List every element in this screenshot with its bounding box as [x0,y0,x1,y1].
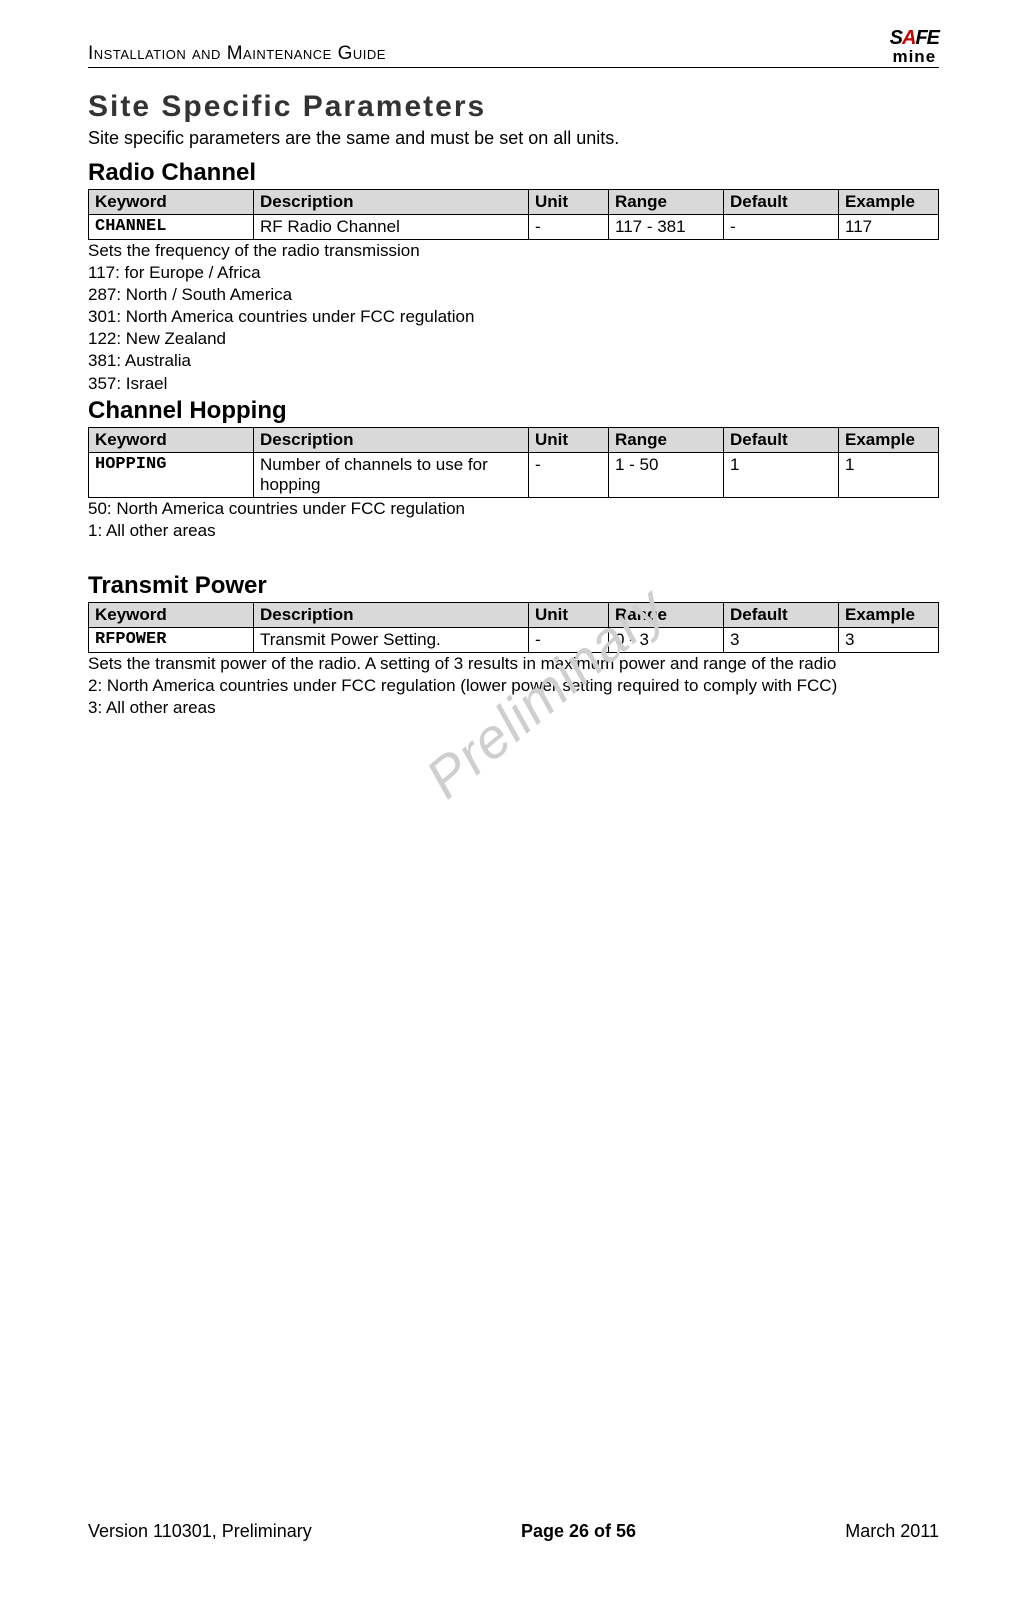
parameter-table: Keyword Description Unit Range Default E… [88,427,939,498]
note-line: 117: for Europe / Africa [88,262,939,284]
col-header: Unit [529,190,609,215]
logo-text-accent: A [902,27,915,49]
cell-description: RF Radio Channel [254,215,529,240]
note-line: 2: North America countries under FCC reg… [88,675,939,697]
col-header: Example [839,190,939,215]
col-header: Description [254,602,529,627]
parameter-table: Keyword Description Unit Range Default E… [88,189,939,240]
col-header: Example [839,427,939,452]
table-header-row: Keyword Description Unit Range Default E… [89,190,939,215]
cell-description: Number of channels to use for hopping [254,452,529,497]
table-header-row: Keyword Description Unit Range Default E… [89,427,939,452]
cell-keyword: CHANNEL [89,215,254,240]
section-heading: Radio Channel [88,159,939,187]
table-row: HOPPING Number of channels to use for ho… [89,452,939,497]
cell-range: 0 - 3 [609,627,724,652]
cell-default: 3 [724,627,839,652]
cell-example: 3 [839,627,939,652]
cell-unit: - [529,215,609,240]
table-row: RFPOWER Transmit Power Setting. - 0 - 3 … [89,627,939,652]
section-heading: Transmit Power [88,572,939,600]
col-header: Default [724,602,839,627]
footer-left: Version 110301, Preliminary [88,1521,312,1542]
section-notes: 50: North America countries under FCC re… [88,498,939,542]
logo-bottom: mine [892,48,936,65]
col-header: Range [609,190,724,215]
parameter-table: Keyword Description Unit Range Default E… [88,602,939,653]
note-line: 381: Australia [88,350,939,372]
cell-description: Transmit Power Setting. [254,627,529,652]
cell-keyword: HOPPING [89,452,254,497]
col-header: Range [609,602,724,627]
logo-top: SAFE [890,28,939,48]
page-footer: Version 110301, Preliminary Page 26 of 5… [88,1521,939,1542]
cell-unit: - [529,627,609,652]
section-heading: Channel Hopping [88,397,939,425]
cell-range: 117 - 381 [609,215,724,240]
cell-keyword: RFPOWER [89,627,254,652]
note-line: 122: New Zealand [88,328,939,350]
col-header: Default [724,190,839,215]
cell-default: - [724,215,839,240]
header-title: Installation and Maintenance Guide [88,43,386,65]
note-line: Sets the frequency of the radio transmis… [88,240,939,262]
col-header: Default [724,427,839,452]
note-line: 1: All other areas [88,520,939,542]
intro-text: Site specific parameters are the same an… [88,128,939,149]
note-line: 287: North / South America [88,284,939,306]
col-header: Unit [529,427,609,452]
col-header: Range [609,427,724,452]
cell-default: 1 [724,452,839,497]
logo-text-2: FE [915,27,939,49]
cell-example: 1 [839,452,939,497]
cell-unit: - [529,452,609,497]
cell-example: 117 [839,215,939,240]
col-header: Description [254,427,529,452]
note-line: 301: North America countries under FCC r… [88,306,939,328]
brand-logo: SAFE mine [890,28,939,65]
section-notes: Sets the transmit power of the radio. A … [88,653,939,719]
col-header: Keyword [89,427,254,452]
page-header: Installation and Maintenance Guide SAFE … [88,28,939,68]
note-line: 357: Israel [88,373,939,395]
note-line: Sets the transmit power of the radio. A … [88,653,939,675]
section-notes: Sets the frequency of the radio transmis… [88,240,939,395]
main-heading: Site Specific Parameters [88,90,939,124]
table-row: CHANNEL RF Radio Channel - 117 - 381 - 1… [89,215,939,240]
footer-center: Page 26 of 56 [521,1521,636,1542]
col-header: Keyword [89,602,254,627]
page-content: Installation and Maintenance Guide SAFE … [0,0,1027,719]
col-header: Description [254,190,529,215]
col-header: Keyword [89,190,254,215]
table-header-row: Keyword Description Unit Range Default E… [89,602,939,627]
cell-range: 1 - 50 [609,452,724,497]
col-header: Example [839,602,939,627]
note-line: 3: All other areas [88,697,939,719]
footer-right: March 2011 [845,1521,939,1542]
logo-text-1: S [890,27,902,49]
note-line: 50: North America countries under FCC re… [88,498,939,520]
col-header: Unit [529,602,609,627]
